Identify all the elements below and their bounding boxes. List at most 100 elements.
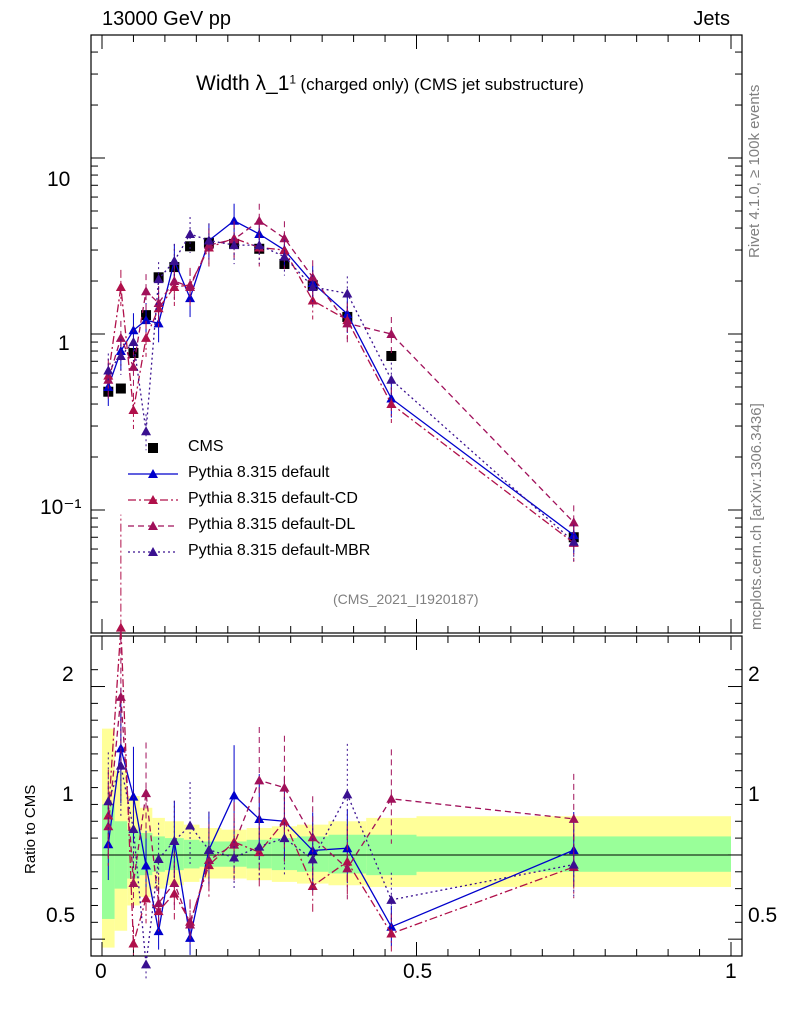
data-point [185, 229, 196, 239]
y-tick-main-0.1: 10⁻¹ [40, 496, 82, 519]
data-point [115, 383, 126, 394]
ratio-point [103, 796, 114, 806]
x-ticks [101, 35, 732, 956]
data-point [169, 255, 180, 265]
data-point [128, 361, 139, 371]
ratio-point [128, 824, 139, 834]
ratio-point [128, 938, 139, 948]
legend [128, 443, 178, 556]
main-y-ticks [91, 34, 742, 634]
category-label: Jets [693, 8, 730, 30]
data-point [307, 281, 318, 291]
ratio-point [141, 788, 152, 798]
ratio-point [115, 691, 126, 701]
data-point [254, 215, 265, 225]
ratio-point [229, 790, 240, 800]
data-point [279, 233, 290, 243]
data-point [254, 240, 265, 250]
data-point [229, 240, 240, 250]
data-point [115, 281, 126, 291]
ratio-point [169, 878, 180, 888]
ratio-panel-frame [90, 635, 743, 957]
ratio-point [128, 791, 139, 801]
ratio-point [128, 878, 139, 888]
analysis-id: (CMS_2021_I1920187) [333, 591, 479, 607]
ratio-point [307, 854, 318, 864]
data-point [153, 318, 164, 328]
legend-label-dl: Pythia 8.315 default-DL [188, 516, 356, 533]
ratio-point [279, 782, 290, 792]
ratio-point [307, 832, 318, 842]
ratio-point [141, 893, 152, 903]
ratio-point [185, 820, 196, 830]
ratio-point [103, 821, 114, 831]
legend-marker [148, 521, 158, 530]
ratio-point [568, 813, 579, 823]
data-point [169, 276, 180, 286]
legend-label-default: Pythia 8.315 default [188, 464, 330, 481]
legend-label-cd: Pythia 8.315 default-CD [188, 490, 358, 507]
ratio-point [115, 622, 126, 632]
y-tick-ratio-right-1: 1 [748, 783, 760, 806]
data-point [185, 281, 196, 291]
ratio-point [141, 959, 152, 969]
x-tick-0.5: 0.5 [403, 960, 433, 983]
ratio-point [279, 833, 290, 843]
ratio-uncertainty-bands [102, 728, 731, 948]
ratio-point [254, 775, 265, 785]
ratio-band-inner [183, 839, 200, 869]
ratio-point [153, 853, 164, 863]
ratio-point [229, 839, 240, 849]
chart-title-sup: 1 [289, 72, 297, 87]
data-point [568, 530, 579, 540]
data-point [279, 251, 290, 261]
data-point [386, 350, 397, 361]
ratio-point [169, 835, 180, 845]
series-ratio-line [107, 696, 574, 927]
ratio-point [386, 928, 397, 938]
ratio-point [386, 793, 397, 803]
ratio-point [141, 860, 152, 870]
ratio-point [229, 852, 240, 862]
y-tick-main-10: 10 [47, 168, 71, 191]
ratio-point [568, 859, 579, 869]
legend-marker [148, 495, 158, 504]
data-point [342, 308, 353, 318]
data-point [128, 404, 139, 414]
data-point [342, 318, 353, 328]
data-point [203, 235, 214, 245]
y-tick-ratio-right-2: 2 [748, 663, 760, 686]
y-tick-ratio-1: 1 [62, 783, 74, 806]
ratio-point [185, 919, 196, 929]
data-point [115, 350, 126, 360]
ratio-point [153, 898, 164, 908]
data-point [279, 245, 290, 255]
data-point [141, 426, 152, 436]
ratio-point [386, 894, 397, 904]
legend-label-mbr: Pythia 8.315 default-MBR [188, 542, 371, 559]
data-point [229, 215, 240, 225]
ratio-y-ticks [91, 669, 742, 940]
chart-title-main: Width λ_1 [196, 72, 290, 95]
ratio-point [342, 789, 353, 799]
data-point [103, 365, 114, 375]
series-line [107, 219, 575, 523]
data-point [386, 329, 397, 338]
data-point [185, 241, 196, 252]
chart-title-rest: (charged only) (CMS jet substructure) [300, 75, 584, 94]
x-tick-1: 1 [725, 960, 737, 983]
ratio-point [254, 847, 265, 857]
ratio-point [203, 844, 214, 854]
data-point [128, 325, 139, 335]
series-4 [103, 216, 579, 979]
data-point [128, 337, 139, 347]
data-point [141, 286, 152, 296]
y-tick-ratio-2: 2 [62, 663, 74, 686]
ratio-point [307, 880, 318, 890]
legend-marker [148, 547, 158, 556]
rivet-label: Rivet 4.1.0, ≥ 100k events [746, 84, 763, 258]
data-point [386, 374, 397, 384]
ratio-point [342, 863, 353, 873]
legend-marker [148, 469, 158, 478]
